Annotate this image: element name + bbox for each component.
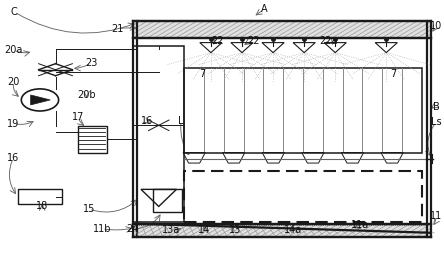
Text: 16: 16 [141,116,154,126]
Text: 24: 24 [126,224,139,234]
Polygon shape [31,95,50,105]
Text: L: L [178,116,184,126]
Text: 16: 16 [7,153,20,163]
Text: 11: 11 [430,211,442,221]
Text: 14: 14 [198,225,210,235]
Text: Ls: Ls [431,117,441,127]
Text: 13: 13 [229,225,242,235]
Text: A: A [261,4,267,14]
Text: 20: 20 [7,77,20,87]
Text: 19: 19 [7,119,20,129]
Text: 22a: 22a [319,36,338,46]
Text: 13a: 13a [162,225,180,235]
Text: 18: 18 [36,201,48,211]
Text: 7: 7 [390,69,396,79]
Text: C: C [11,7,18,17]
Text: 10: 10 [430,21,442,31]
Circle shape [21,89,59,111]
Bar [78,126,107,153]
Text: 14a: 14a [284,225,302,235]
Text: B: B [432,102,440,112]
Bar [133,46,184,222]
Text: 11b: 11b [93,224,111,234]
Text: 17: 17 [71,112,84,122]
Bar [184,171,422,222]
Bar [153,189,182,212]
Bar [133,224,431,237]
Text: 20b: 20b [77,90,96,100]
Bar [184,68,422,153]
Text: 15: 15 [83,204,95,214]
Text: 22: 22 [247,36,259,46]
Text: 20a: 20a [4,45,23,55]
Text: 21: 21 [111,24,124,34]
Text: 23: 23 [85,58,97,68]
Text: 7: 7 [199,69,205,79]
Bar [18,189,62,204]
Text: 22: 22 [211,36,224,46]
Text: 11a: 11a [350,220,369,230]
Bar [133,21,431,38]
